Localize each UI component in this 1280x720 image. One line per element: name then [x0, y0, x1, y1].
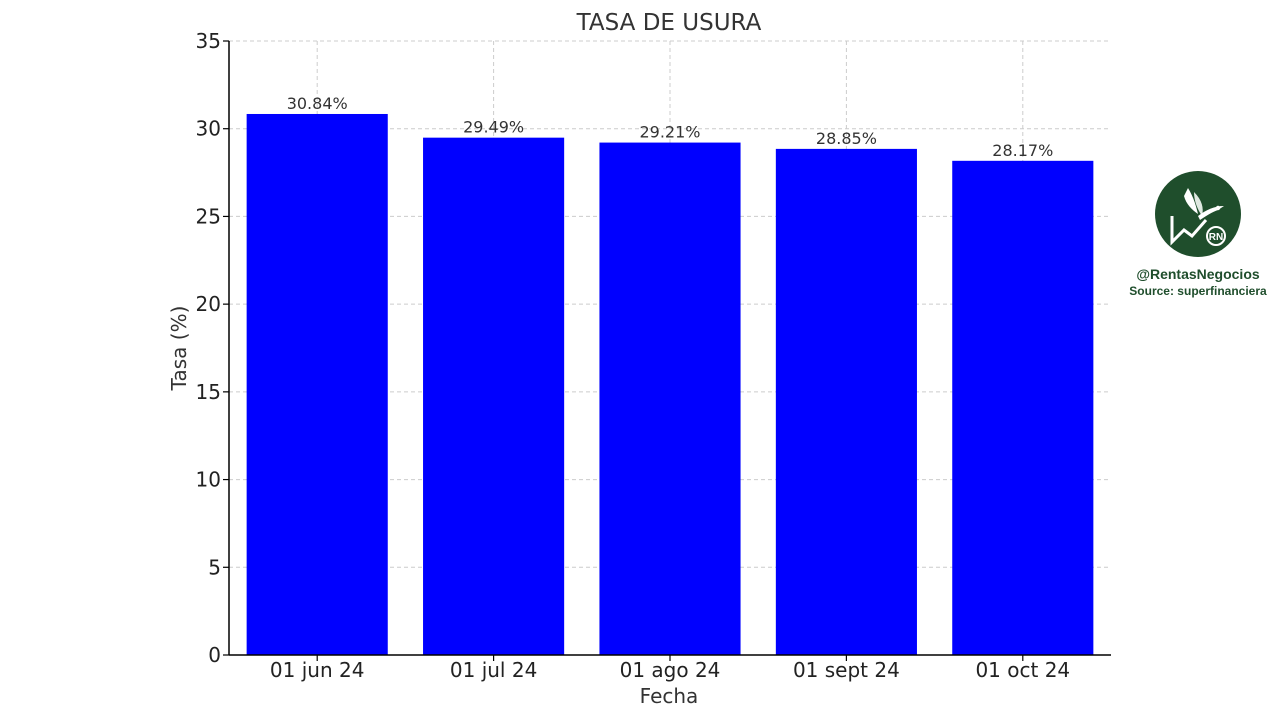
y-tick-label: 5 [208, 555, 221, 579]
y-tick-label: 0 [208, 643, 221, 667]
bar [775, 148, 917, 656]
y-tick-label: 10 [196, 468, 221, 492]
y-tick-label: 20 [196, 292, 221, 316]
bar [952, 160, 1094, 655]
x-tick-label: 01 jun 24 [270, 658, 365, 682]
bar-chart: TASA DE USURA 30.84% 29.49% 29.21% 28.85% 28… [167, 10, 1111, 708]
y-axis-label: Tasa (%) [167, 306, 191, 392]
x-axis-label: Fecha [640, 684, 699, 708]
source-note: Source: superfinanciera [1129, 284, 1267, 298]
data-label: 30.84% [287, 94, 348, 113]
x-tick-label: 01 oct 24 [975, 658, 1070, 682]
y-tick-label: 30 [196, 117, 221, 141]
brand-block: RN @RentasNegocios Source: superfinancie… [1114, 170, 1280, 298]
x-tick-label: 01 sept 24 [793, 658, 900, 682]
x-tick-labels: 01 jun 24 01 jul 24 01 ago 24 01 sept 24 01 … [270, 658, 1070, 682]
logo-text: RN [1209, 232, 1223, 243]
data-label: 29.49% [463, 118, 524, 137]
data-label: 28.17% [992, 141, 1053, 160]
bars [246, 113, 1094, 656]
bar [246, 113, 388, 656]
axes [223, 40, 1111, 661]
x-tick-label: 01 jul 24 [450, 658, 537, 682]
data-label: 29.21% [639, 123, 700, 142]
bar [599, 142, 741, 656]
x-tick-label: 01 ago 24 [620, 658, 721, 682]
y-tick-labels: 0 5 10 15 20 25 30 35 [196, 29, 221, 667]
hummingbird-logo-icon: RN [1154, 170, 1242, 258]
brand-handle: @RentasNegocios [1136, 266, 1260, 282]
data-labels: 30.84% 29.49% 29.21% 28.85% 28.17% [287, 94, 1054, 160]
y-tick-label: 25 [196, 204, 221, 228]
y-tick-label: 35 [196, 29, 221, 53]
chart-title: TASA DE USURA [576, 10, 762, 36]
data-label: 28.85% [816, 129, 877, 148]
bar [423, 137, 565, 656]
y-tick-label: 15 [196, 380, 221, 404]
